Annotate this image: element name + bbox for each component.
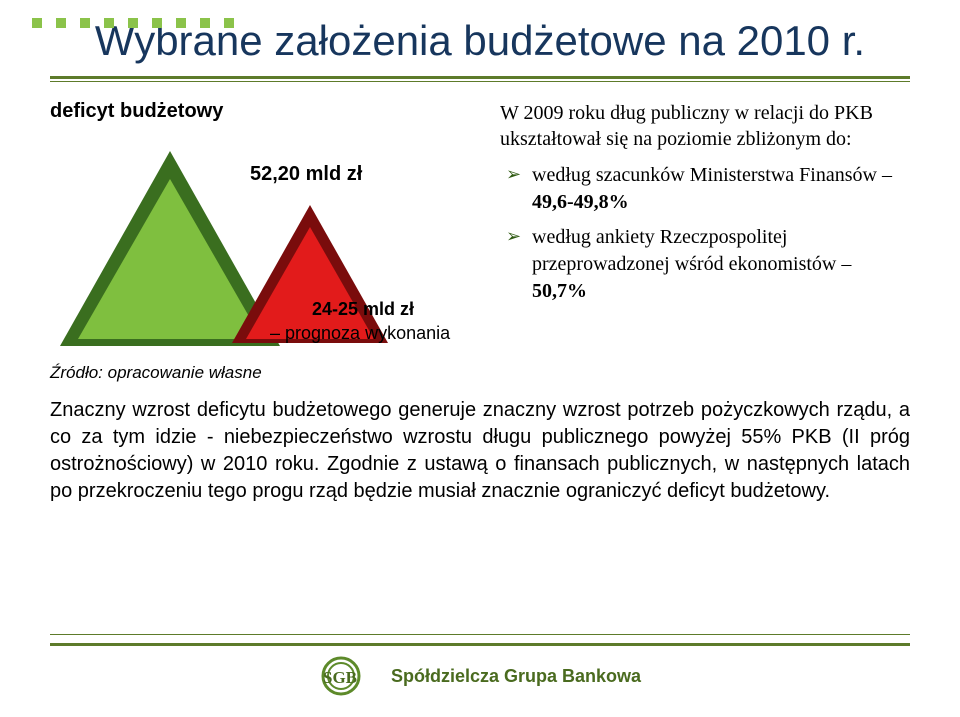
source-label: Źródło: opracowanie własne bbox=[50, 363, 480, 383]
deficit-label: deficyt budżetowy bbox=[50, 100, 480, 123]
forecast-label: – prognoza wykonania bbox=[270, 323, 450, 344]
content-row: deficyt budżetowy 52,20 mld zł 24-25 mld… bbox=[50, 100, 910, 383]
accent-dot bbox=[104, 18, 114, 28]
accent-dot bbox=[80, 18, 90, 28]
footer-inner: SGB Spółdzielcza Grupa Bankowa bbox=[319, 656, 641, 696]
bank-name: Spółdzielcza Grupa Bankowa bbox=[391, 666, 641, 687]
footer: SGB Spółdzielcza Grupa Bankowa bbox=[0, 634, 960, 701]
accent-dot bbox=[176, 18, 186, 28]
accent-squares bbox=[32, 18, 234, 28]
bullet-text: według szacunków Ministerstwa Finansów – bbox=[532, 164, 892, 186]
bullet-bold: 50,7% bbox=[532, 280, 587, 302]
bullet-item: według ankiety Rzeczpospolitej przeprowa… bbox=[506, 224, 910, 305]
bullet-text: według ankiety Rzeczpospolitej przeprowa… bbox=[532, 226, 851, 275]
accent-dot bbox=[128, 18, 138, 28]
accent-dot bbox=[200, 18, 210, 28]
bullet-list: według szacunków Ministerstwa Finansów –… bbox=[500, 162, 910, 305]
amount-small: 24-25 mld zł bbox=[312, 299, 414, 320]
title-rule-bottom bbox=[50, 81, 910, 82]
triangles-graphic: 52,20 mld zł 24-25 mld zł – prognoza wyk… bbox=[50, 127, 480, 357]
left-column: deficyt budżetowy 52,20 mld zł 24-25 mld… bbox=[50, 100, 480, 383]
sgb-logo-icon: SGB bbox=[319, 656, 379, 696]
footer-rule-thin bbox=[50, 634, 910, 635]
slide: Wybrane założenia budżetowe na 2010 r. d… bbox=[0, 0, 960, 717]
accent-dot bbox=[152, 18, 162, 28]
logo-text: SGB bbox=[323, 668, 357, 687]
bullet-bold: 49,6-49,8% bbox=[532, 191, 629, 213]
accent-dot bbox=[32, 18, 42, 28]
body-paragraph: Znaczny wzrost deficytu budżetowego gene… bbox=[50, 397, 910, 505]
accent-dot bbox=[56, 18, 66, 28]
amount-big: 52,20 mld zł bbox=[250, 163, 362, 186]
right-column: W 2009 roku dług publiczny w relacji do … bbox=[500, 100, 910, 383]
accent-dot bbox=[224, 18, 234, 28]
bullet-item: według szacunków Ministerstwa Finansów –… bbox=[506, 162, 910, 216]
title-rule-top bbox=[50, 76, 910, 79]
lead-paragraph: W 2009 roku dług publiczny w relacji do … bbox=[500, 100, 910, 152]
footer-rule-thick bbox=[50, 643, 910, 646]
